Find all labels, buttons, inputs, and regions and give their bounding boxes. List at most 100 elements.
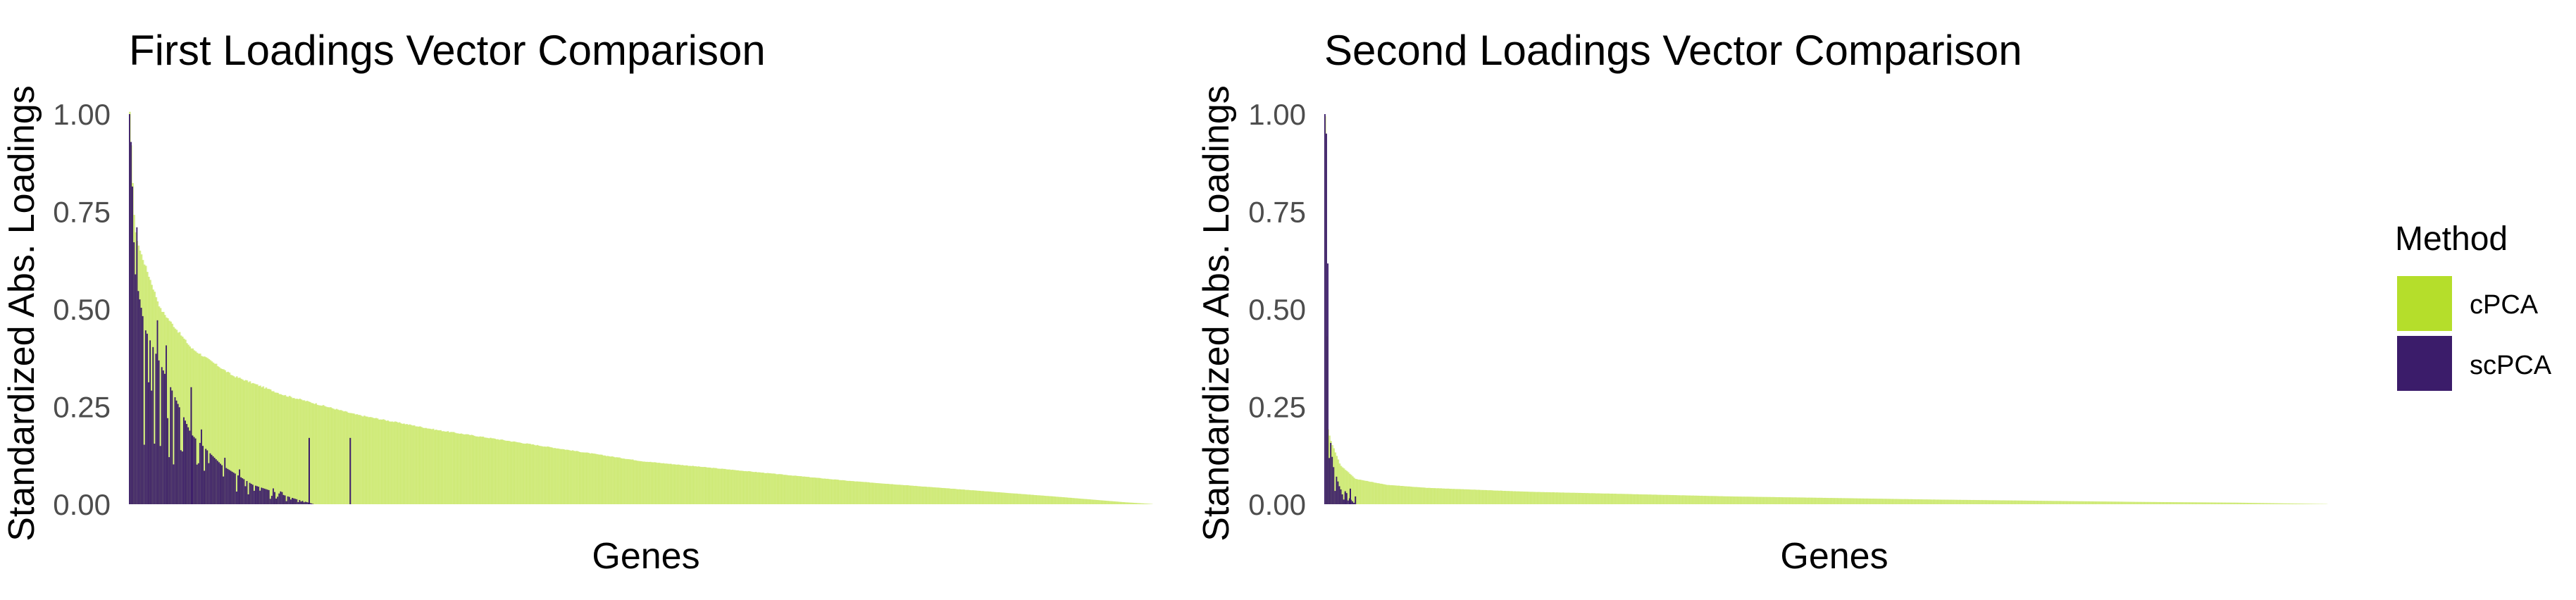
bar-scpca — [223, 477, 224, 504]
bar-scpca — [220, 463, 221, 504]
y-tick-label: 1.00 — [53, 98, 111, 131]
bar-scpca — [202, 446, 204, 504]
bar-scpca — [194, 437, 195, 505]
bar-scpca — [281, 492, 282, 504]
bar-scpca — [144, 445, 145, 504]
bar-scpca — [285, 496, 286, 504]
bar-scpca — [199, 443, 201, 504]
bar-scpca — [275, 499, 277, 504]
bar-scpca — [171, 391, 173, 504]
bar-scpca — [1340, 489, 1342, 504]
bar-scpca — [148, 382, 149, 504]
bar-scpca — [225, 468, 227, 504]
bar-scpca — [216, 459, 217, 504]
bar-scpca — [277, 496, 278, 504]
bar-scpca — [205, 449, 206, 504]
bar-scpca — [155, 354, 156, 504]
y-tick-label: 0.75 — [1248, 196, 1306, 229]
legend: Method cPCA scPCA — [2388, 0, 2571, 596]
bar-scpca — [149, 340, 151, 504]
y-axis-title: Standardized Abs. Loadings — [1, 85, 42, 542]
bar-scpca — [129, 114, 130, 504]
bar-scpca — [178, 404, 179, 504]
y-tick-label: 0.75 — [53, 196, 111, 229]
bar-scpca — [239, 470, 240, 504]
x-axis-title: Genes — [1780, 536, 1888, 577]
bar-scpca — [240, 477, 242, 504]
bar-scpca — [166, 345, 167, 504]
bar-scpca — [1343, 499, 1345, 504]
bar-scpca — [304, 502, 305, 504]
bar-scpca — [252, 485, 254, 504]
bar-scpca — [164, 374, 166, 504]
bar-scpca — [139, 299, 141, 504]
bar-scpca — [1348, 501, 1349, 504]
bar-scpca-outlier — [1355, 496, 1356, 504]
bar-scpca — [133, 242, 135, 504]
bar-scpca — [206, 451, 208, 505]
bar-scpca — [251, 484, 252, 504]
chart-title: First Loadings Vector Comparison — [129, 27, 766, 74]
bar-scpca — [197, 465, 198, 504]
panel-first-loadings: First Loadings Vector Comparison Standar… — [0, 0, 1183, 596]
bar-scpca — [204, 470, 205, 504]
bar-scpca — [135, 275, 136, 504]
bar-scpca-outlier — [309, 438, 310, 504]
bar-scpca — [136, 227, 137, 504]
bars — [1324, 114, 2327, 504]
bar-scpca — [297, 502, 299, 504]
bar-scpca — [180, 450, 182, 504]
bar-scpca — [170, 387, 171, 504]
bar-scpca — [132, 187, 133, 504]
bar-scpca — [247, 481, 248, 504]
bar-scpca — [183, 418, 185, 504]
bar-scpca — [248, 494, 249, 504]
bar-scpca — [1330, 443, 1331, 504]
bar-scpca — [230, 471, 232, 504]
bar-scpca — [287, 496, 289, 504]
bar-scpca — [173, 464, 174, 504]
bar-scpca — [227, 469, 228, 504]
bar-scpca — [294, 499, 296, 504]
legend-swatch-cpca — [2397, 276, 2452, 331]
bar-scpca — [158, 361, 160, 504]
bar-scpca — [186, 424, 187, 504]
bar-scpca-outlier — [1345, 492, 1346, 504]
bar-scpca — [236, 492, 237, 504]
bar-scpca — [182, 451, 183, 504]
bar-scpca — [278, 494, 280, 504]
chart-second-loadings: Second Loadings Vector Comparison Standa… — [1183, 0, 2367, 596]
bar-scpca — [137, 291, 139, 504]
bar-scpca — [270, 499, 271, 504]
bar-scpca — [163, 370, 164, 504]
y-tick-label: 0.25 — [53, 391, 111, 424]
bar-scpca — [1326, 134, 1327, 504]
chart-first-loadings: First Loadings Vector Comparison Standar… — [0, 0, 1183, 596]
bar-scpca — [1331, 457, 1333, 504]
bar-scpca — [185, 420, 186, 504]
bar-scpca — [229, 470, 230, 504]
bar-scpca — [217, 461, 218, 504]
bar-scpca — [255, 486, 256, 504]
bar-scpca — [293, 499, 294, 504]
bars — [129, 112, 1152, 504]
bar-scpca — [195, 439, 197, 504]
bar-scpca — [152, 347, 154, 504]
bar-scpca — [259, 491, 261, 504]
bar-scpca — [1334, 491, 1336, 504]
bar-scpca — [209, 454, 211, 504]
bar-scpca — [254, 491, 255, 504]
bar-scpca — [145, 330, 147, 504]
bar-scpca — [267, 489, 268, 504]
bar-scpca — [224, 458, 225, 504]
bar-scpca — [243, 479, 244, 504]
bar-scpca — [154, 444, 155, 504]
bar-scpca — [237, 475, 239, 504]
bar-scpca — [232, 472, 233, 504]
bar-scpca — [1352, 501, 1353, 504]
x-axis-title: Genes — [592, 536, 699, 577]
legend-label-cpca: cPCA — [2470, 290, 2539, 320]
bar-scpca — [296, 499, 297, 504]
y-axis-title: Standardized Abs. Loadings — [1196, 85, 1237, 542]
bar-scpca — [179, 407, 180, 504]
